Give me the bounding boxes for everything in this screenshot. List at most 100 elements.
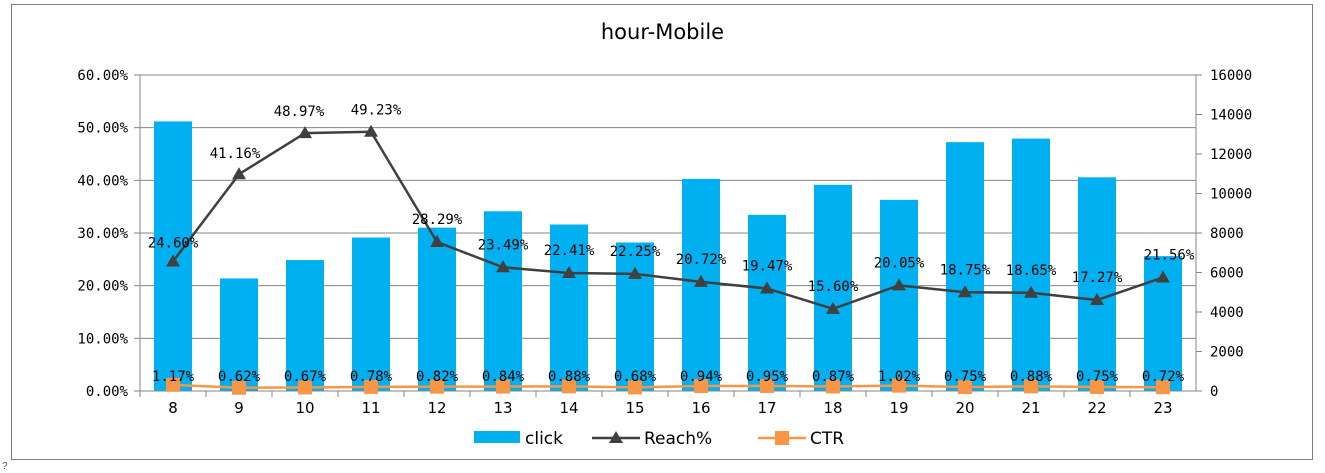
right-tick-label: 6000 bbox=[1210, 266, 1244, 282]
x-tick-label: 8 bbox=[168, 399, 178, 417]
data-label-reach: 20.72% bbox=[676, 252, 727, 268]
legend-label-reach: Reach% bbox=[644, 429, 712, 449]
right-tick-label: 10000 bbox=[1210, 187, 1252, 203]
right-tick-label: 16000 bbox=[1210, 68, 1252, 84]
right-tick-label: 4000 bbox=[1210, 305, 1244, 321]
data-label-reach: 18.75% bbox=[940, 262, 991, 278]
point-ctr bbox=[166, 377, 180, 392]
legend-marker-ctr bbox=[775, 431, 789, 445]
point-reach bbox=[166, 254, 180, 267]
bar-click bbox=[946, 142, 984, 391]
x-tick-label: 15 bbox=[625, 399, 644, 417]
point-reach bbox=[694, 274, 708, 287]
bar-click bbox=[220, 278, 258, 391]
left-tick-label: 0.00% bbox=[86, 384, 129, 400]
right-tick-label: 12000 bbox=[1210, 147, 1252, 163]
chart-title: hour-Mobile bbox=[600, 20, 725, 44]
point-ctr bbox=[430, 379, 444, 394]
data-label-ctr: 0.78% bbox=[350, 369, 393, 385]
data-label-ctr: 0.67% bbox=[284, 369, 327, 385]
x-tick-label: 9 bbox=[234, 399, 244, 417]
point-ctr bbox=[628, 380, 642, 395]
line-reach bbox=[172, 130, 1164, 311]
data-label-ctr: 0.72% bbox=[1142, 369, 1185, 385]
point-ctr bbox=[892, 378, 906, 393]
data-label-reach: 22.41% bbox=[544, 243, 595, 259]
point-reach bbox=[826, 301, 840, 314]
data-label-reach: 22.25% bbox=[610, 244, 661, 260]
x-tick-label: 11 bbox=[361, 399, 380, 417]
data-label-reach: 41.16% bbox=[210, 146, 261, 162]
data-label-ctr: 0.68% bbox=[614, 369, 657, 385]
bar-click bbox=[1012, 138, 1050, 391]
point-reach bbox=[1024, 285, 1038, 298]
x-tick-label: 20 bbox=[955, 399, 974, 417]
point-reach bbox=[1156, 270, 1170, 283]
bar-click bbox=[550, 224, 588, 391]
data-label-ctr: 0.87% bbox=[812, 369, 855, 385]
bar-click bbox=[484, 211, 522, 391]
data-label-ctr: 1.02% bbox=[878, 369, 921, 385]
left-tick-label: 50.00% bbox=[77, 121, 128, 137]
data-label-reach: 21.56% bbox=[1144, 247, 1195, 263]
x-tick-label: 22 bbox=[1087, 399, 1106, 417]
bar-click bbox=[814, 184, 852, 391]
legend-label-ctr: CTR bbox=[810, 429, 844, 449]
left-tick-label: 10.00% bbox=[77, 331, 128, 347]
bar-click bbox=[880, 199, 918, 391]
data-label-ctr: 0.75% bbox=[944, 369, 987, 385]
point-ctr bbox=[364, 379, 378, 394]
data-label-ctr: 0.82% bbox=[416, 369, 459, 385]
data-label-ctr: 0.94% bbox=[680, 369, 723, 385]
data-label-ctr: 0.62% bbox=[218, 369, 261, 385]
x-tick-label: 19 bbox=[889, 399, 908, 417]
right-tick-label: 8000 bbox=[1210, 226, 1244, 242]
footer-text: ? bbox=[2, 461, 8, 472]
data-label-ctr: 0.88% bbox=[548, 369, 591, 385]
data-label-reach: 19.47% bbox=[742, 258, 793, 274]
point-ctr bbox=[958, 380, 972, 395]
x-tick-label: 12 bbox=[427, 399, 446, 417]
data-label-ctr: 0.75% bbox=[1076, 369, 1119, 385]
x-tick-label: 21 bbox=[1021, 399, 1040, 417]
data-label-ctr: 0.84% bbox=[482, 369, 525, 385]
data-label-reach: 17.27% bbox=[1072, 270, 1123, 286]
bar-click bbox=[418, 227, 456, 391]
point-ctr bbox=[1090, 380, 1104, 395]
left-tick-label: 30.00% bbox=[77, 226, 128, 242]
point-reach bbox=[364, 124, 378, 137]
point-ctr bbox=[1156, 380, 1170, 395]
data-label-reach: 20.05% bbox=[874, 255, 925, 271]
point-reach bbox=[628, 266, 642, 279]
point-ctr bbox=[232, 380, 246, 395]
data-label-reach: 15.60% bbox=[808, 279, 859, 295]
data-label-reach: 49.23% bbox=[351, 103, 402, 119]
x-tick-label: 16 bbox=[691, 399, 710, 417]
x-tick-label: 17 bbox=[757, 399, 776, 417]
data-label-reach: 28.29% bbox=[412, 212, 463, 228]
x-tick-label: 14 bbox=[559, 399, 578, 417]
data-label-ctr: 0.95% bbox=[746, 369, 789, 385]
right-tick-label: 14000 bbox=[1210, 108, 1252, 124]
x-tick-label: 10 bbox=[295, 399, 314, 417]
left-tick-label: 60.00% bbox=[77, 68, 128, 84]
point-ctr bbox=[694, 379, 708, 394]
legend-marker-reach bbox=[609, 431, 623, 443]
data-label-reach: 23.49% bbox=[478, 237, 529, 253]
point-reach bbox=[760, 281, 774, 294]
bar-click bbox=[286, 260, 324, 391]
x-tick-label: 13 bbox=[493, 399, 512, 417]
data-label-reach: 24.60% bbox=[148, 235, 199, 251]
left-tick-label: 20.00% bbox=[77, 279, 128, 295]
right-tick-label: 2000 bbox=[1210, 345, 1244, 361]
point-reach bbox=[562, 265, 576, 278]
point-ctr bbox=[760, 378, 774, 393]
data-label-ctr: 0.88% bbox=[1010, 369, 1053, 385]
point-ctr bbox=[562, 379, 576, 394]
data-label-reach: 48.97% bbox=[274, 104, 325, 120]
point-ctr bbox=[826, 379, 840, 394]
point-reach bbox=[496, 260, 510, 273]
legend-label-click: click bbox=[525, 429, 563, 449]
x-tick-label: 23 bbox=[1153, 399, 1172, 417]
